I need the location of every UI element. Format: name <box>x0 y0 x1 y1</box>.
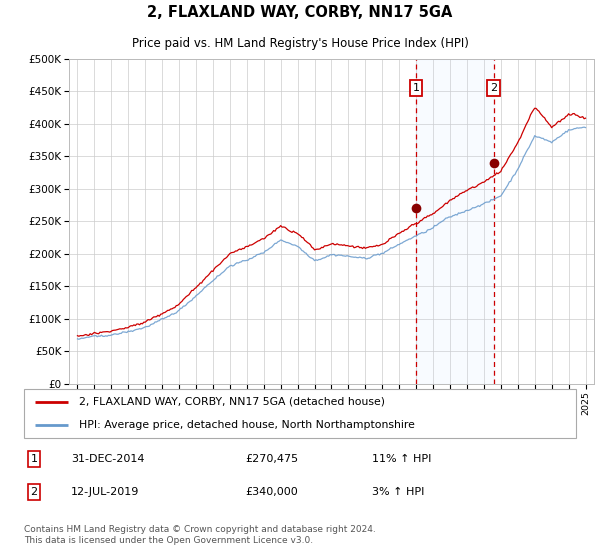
FancyBboxPatch shape <box>24 389 576 438</box>
Text: HPI: Average price, detached house, North Northamptonshire: HPI: Average price, detached house, Nort… <box>79 419 415 430</box>
Text: 2: 2 <box>31 487 37 497</box>
Text: 2, FLAXLAND WAY, CORBY, NN17 5GA (detached house): 2, FLAXLAND WAY, CORBY, NN17 5GA (detach… <box>79 397 385 407</box>
Text: £270,475: £270,475 <box>245 454 298 464</box>
Text: 1: 1 <box>31 454 37 464</box>
Text: £340,000: £340,000 <box>245 487 298 497</box>
Text: 12-JUL-2019: 12-JUL-2019 <box>71 487 139 497</box>
Text: Price paid vs. HM Land Registry's House Price Index (HPI): Price paid vs. HM Land Registry's House … <box>131 37 469 50</box>
Text: Contains HM Land Registry data © Crown copyright and database right 2024.
This d: Contains HM Land Registry data © Crown c… <box>24 525 376 545</box>
Text: 2: 2 <box>490 83 497 93</box>
Text: 2, FLAXLAND WAY, CORBY, NN17 5GA: 2, FLAXLAND WAY, CORBY, NN17 5GA <box>148 5 452 20</box>
Text: 11% ↑ HPI: 11% ↑ HPI <box>372 454 431 464</box>
Bar <box>416 59 494 384</box>
Text: 3% ↑ HPI: 3% ↑ HPI <box>372 487 424 497</box>
Text: 1: 1 <box>413 83 419 93</box>
Text: 31-DEC-2014: 31-DEC-2014 <box>71 454 145 464</box>
